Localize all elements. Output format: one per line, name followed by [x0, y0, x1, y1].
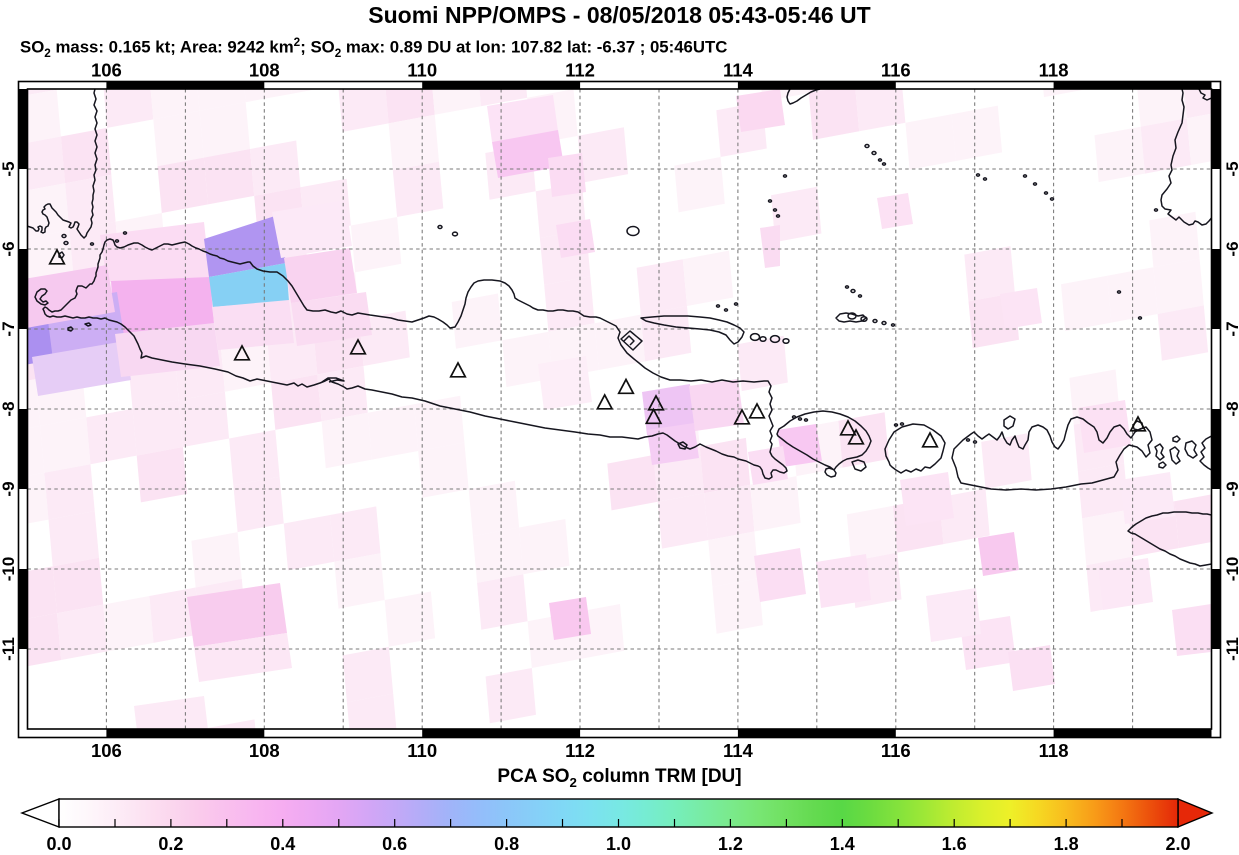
svg-text:0.2: 0.2 — [158, 834, 183, 854]
svg-text:112: 112 — [565, 740, 595, 761]
svg-text:110: 110 — [407, 740, 437, 761]
svg-text:0.6: 0.6 — [382, 834, 407, 854]
svg-text:-9: -9 — [0, 481, 18, 496]
svg-text:-8: -8 — [0, 401, 18, 416]
svg-text:112: 112 — [565, 60, 595, 81]
svg-text:118: 118 — [1039, 60, 1069, 81]
svg-text:108: 108 — [249, 60, 280, 81]
svg-text:-7: -7 — [1223, 321, 1239, 336]
svg-text:106: 106 — [91, 60, 122, 81]
svg-text:-5: -5 — [1223, 161, 1239, 176]
svg-text:110: 110 — [407, 60, 437, 81]
svg-text:1.8: 1.8 — [1054, 834, 1079, 854]
svg-text:-5: -5 — [0, 161, 18, 176]
svg-text:-7: -7 — [0, 321, 18, 336]
svg-text:0.0: 0.0 — [46, 834, 71, 854]
svg-text:-9: -9 — [1223, 481, 1239, 496]
svg-text:0.8: 0.8 — [494, 834, 519, 854]
svg-text:-11: -11 — [0, 637, 18, 661]
svg-text:-10: -10 — [1223, 557, 1239, 582]
svg-text:118: 118 — [1039, 740, 1069, 761]
svg-text:116: 116 — [881, 740, 911, 761]
svg-text:-8: -8 — [1223, 401, 1239, 416]
svg-text:1.4: 1.4 — [830, 834, 855, 854]
svg-text:114: 114 — [723, 740, 754, 761]
svg-text:-10: -10 — [0, 557, 18, 582]
svg-text:106: 106 — [91, 740, 122, 761]
svg-text:114: 114 — [723, 60, 754, 81]
svg-text:-6: -6 — [0, 241, 18, 256]
svg-text:-6: -6 — [1223, 241, 1239, 256]
svg-text:-11: -11 — [1223, 637, 1239, 661]
svg-text:1.0: 1.0 — [606, 834, 631, 854]
svg-text:1.6: 1.6 — [942, 834, 967, 854]
svg-text:1.2: 1.2 — [718, 834, 743, 854]
svg-text:2.0: 2.0 — [1165, 834, 1190, 854]
svg-text:0.4: 0.4 — [270, 834, 295, 854]
svg-text:108: 108 — [249, 740, 280, 761]
svg-text:116: 116 — [881, 60, 911, 81]
